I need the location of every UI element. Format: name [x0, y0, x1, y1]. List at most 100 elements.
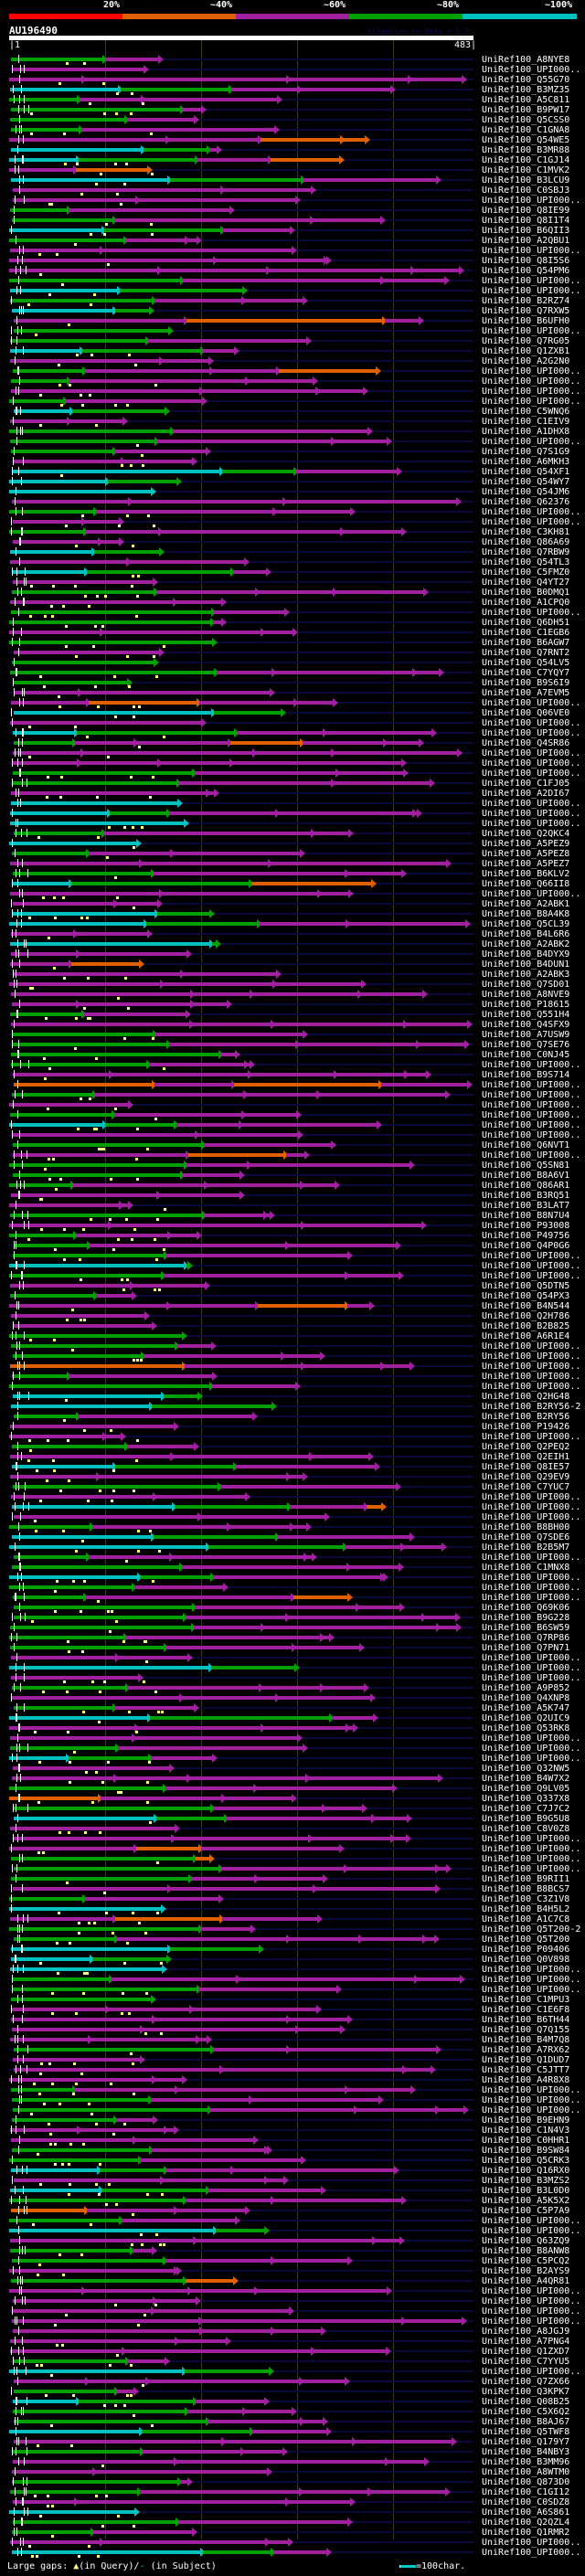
hit-label[interactable]: UniRef100_UPI000..: [482, 1663, 581, 1673]
hit-row[interactable]: UniRef100_C7YUC7: [0, 1482, 585, 1492]
hit-row[interactable]: UniRef100_C1FJ05: [0, 779, 585, 789]
hit-label[interactable]: UniRef100_UPI000..: [482, 1372, 581, 1382]
hit-row[interactable]: UniRef100_UPI000..: [0, 1492, 585, 1502]
hit-label[interactable]: UniRef100_P19426: [482, 1422, 570, 1432]
hit-row[interactable]: UniRef100_Q5CRK3: [0, 2156, 585, 2166]
hit-label[interactable]: UniRef100_A5PEZ8: [482, 849, 570, 859]
hit-label[interactable]: UniRef100_B6UFH0: [482, 316, 570, 326]
hit-label[interactable]: UniRef100_A8JGJ9: [482, 2327, 570, 2337]
hit-row[interactable]: UniRef100_B2B5M7: [0, 1542, 585, 1553]
hit-label[interactable]: UniRef100_UPI000..: [482, 1060, 581, 1070]
hit-label[interactable]: UniRef100_UPI000..: [482, 1844, 581, 1854]
hit-label[interactable]: UniRef100_UPI000..: [482, 1512, 581, 1522]
hit-row[interactable]: UniRef100_Q54LV5: [0, 658, 585, 668]
hit-label[interactable]: UniRef100_Q9LV05: [482, 1784, 570, 1794]
hit-row[interactable]: UniRef100_Q6NVT1: [0, 1140, 585, 1150]
hit-label[interactable]: UniRef100_UPI000..: [482, 1261, 581, 1271]
hit-label[interactable]: UniRef100_P18615: [482, 1000, 570, 1010]
hit-label[interactable]: UniRef100_Q62376: [482, 497, 570, 507]
hit-label[interactable]: UniRef100_Q2EIH1: [482, 1452, 570, 1462]
hit-row[interactable]: UniRef100_Q2HG48: [0, 1392, 585, 1402]
hit-row[interactable]: UniRef100_A8JGJ9: [0, 2327, 585, 2337]
hit-row[interactable]: UniRef100_Q5DTN5: [0, 1281, 585, 1291]
hit-row[interactable]: UniRef100_C5JTT7: [0, 2065, 585, 2075]
hit-row[interactable]: UniRef100_C5PCQ2: [0, 2256, 585, 2266]
hit-label[interactable]: UniRef100_B3L0D0: [482, 2186, 570, 2196]
hit-row[interactable]: UniRef100_Q54PX3: [0, 1291, 585, 1301]
hit-label[interactable]: UniRef100_UPI000..: [482, 1864, 581, 1874]
hit-row[interactable]: UniRef100_Q1ZXD7: [0, 2347, 585, 2357]
hit-label[interactable]: UniRef100_B3MR88: [482, 145, 570, 155]
hit-row[interactable]: UniRef100_B0DMQ1: [0, 588, 585, 598]
hit-label[interactable]: UniRef100_UPI000..: [482, 1362, 581, 1372]
hit-label[interactable]: UniRef100_Q54LV5: [482, 658, 570, 668]
hit-row[interactable]: UniRef100_B9G228: [0, 1613, 585, 1623]
hit-row[interactable]: UniRef100_Q7RG05: [0, 336, 585, 346]
hit-row[interactable]: UniRef100_A7USW9: [0, 1030, 585, 1040]
hit-label[interactable]: UniRef100_A2QBU1: [482, 236, 570, 246]
hit-row[interactable]: UniRef100_Q7PN71: [0, 1643, 585, 1653]
hit-label[interactable]: UniRef100_UPI000..: [482, 1965, 581, 1975]
hit-label[interactable]: UniRef100_B8AJ67: [482, 2417, 570, 2427]
hit-label[interactable]: UniRef100_C3Z1V8: [482, 1894, 570, 1904]
hit-row[interactable]: UniRef100_UPI000..: [0, 1733, 585, 1744]
hit-label[interactable]: UniRef100_B9PW17: [482, 105, 570, 115]
hit-row[interactable]: UniRef100_UPI000..: [0, 1864, 585, 1874]
hit-label[interactable]: UniRef100_UPI000..: [482, 507, 581, 517]
hit-label[interactable]: UniRef100_UPI000..: [482, 2538, 581, 2548]
hit-label[interactable]: UniRef100_B9EHN9: [482, 2115, 570, 2125]
hit-label[interactable]: UniRef100_C8V0Z8: [482, 1824, 570, 1834]
hit-label[interactable]: UniRef100_UPI000..: [482, 2367, 581, 2377]
hit-label[interactable]: UniRef100_Q7SDE6: [482, 1532, 570, 1542]
hit-row[interactable]: UniRef100_UPI000..: [0, 65, 585, 75]
hit-label[interactable]: UniRef100_UPI000..: [482, 889, 581, 899]
hit-label[interactable]: UniRef100_C5WNQ6: [482, 407, 570, 417]
hit-row[interactable]: UniRef100_Q5CSS0: [0, 115, 585, 125]
hit-label[interactable]: UniRef100_UPI000..: [482, 748, 581, 758]
hit-label[interactable]: UniRef100_UPI000..: [482, 1100, 581, 1110]
hit-label[interactable]: UniRef100_Q5T200: [482, 1935, 570, 1945]
hit-row[interactable]: UniRef100_UPI000..: [0, 1754, 585, 1764]
hit-row[interactable]: UniRef100_B4W7X2: [0, 1774, 585, 1784]
hit-label[interactable]: UniRef100_A2G2N0: [482, 356, 570, 366]
hit-row[interactable]: UniRef100_UPI000..: [0, 1593, 585, 1603]
hit-label[interactable]: UniRef100_Q55G70: [482, 75, 570, 85]
hit-label[interactable]: UniRef100_A1CPQ0: [482, 598, 570, 608]
hit-row[interactable]: UniRef100_C1GNA8: [0, 125, 585, 135]
hit-label[interactable]: UniRef100_Q5TWF8: [482, 2427, 570, 2437]
hit-label[interactable]: UniRef100_UPI000..: [482, 608, 581, 618]
hit-label[interactable]: UniRef100_B4H5L2: [482, 1904, 570, 1914]
hit-row[interactable]: UniRef100_UPI000..: [0, 1261, 585, 1271]
hit-row[interactable]: UniRef100_A6MKH3: [0, 457, 585, 467]
hit-row[interactable]: UniRef100_C7YQY7: [0, 668, 585, 678]
hit-row[interactable]: UniRef100_Q53RK8: [0, 1723, 585, 1733]
hit-row[interactable]: UniRef100_A7PNG4: [0, 2337, 585, 2347]
hit-row[interactable]: UniRef100_B8BH00: [0, 1522, 585, 1532]
hit-label[interactable]: UniRef100_UPI000..: [482, 1593, 581, 1603]
hit-row[interactable]: UniRef100_C1GJ14: [0, 155, 585, 165]
hit-row[interactable]: UniRef100_Q5CL39: [0, 919, 585, 929]
hit-row[interactable]: UniRef100_C3KH81: [0, 527, 585, 537]
hit-label[interactable]: UniRef100_B2RZ74: [482, 296, 570, 306]
hit-label[interactable]: UniRef100_A6S861: [482, 2507, 570, 2518]
hit-row[interactable]: UniRef100_B8BCS7: [0, 1884, 585, 1894]
hit-row[interactable]: UniRef100_UPI000..: [0, 276, 585, 286]
hit-row[interactable]: UniRef100_C8V0Z8: [0, 1824, 585, 1834]
hit-row[interactable]: UniRef100_C1MNX8: [0, 1563, 585, 1573]
hit-label[interactable]: UniRef100_B4W7X2: [482, 1774, 570, 1784]
hit-row[interactable]: UniRef100_B9S714: [0, 1070, 585, 1080]
hit-row[interactable]: UniRef100_UPI000..: [0, 1352, 585, 1362]
hit-row[interactable]: UniRef100_Q63ZQ9: [0, 2236, 585, 2246]
hit-row[interactable]: UniRef100_C3Z1V8: [0, 1894, 585, 1904]
hit-row[interactable]: UniRef100_A8NVE9: [0, 990, 585, 1000]
hit-row[interactable]: UniRef100_UPI000..: [0, 799, 585, 809]
hit-row[interactable]: UniRef100_B8A6V1: [0, 1171, 585, 1181]
hit-label[interactable]: UniRef100_Q2H786: [482, 1311, 570, 1321]
hit-row[interactable]: UniRef100_UPI000..: [0, 1271, 585, 1281]
hit-label[interactable]: UniRef100_Q5DTN5: [482, 1281, 570, 1291]
hit-label[interactable]: UniRef100_B3RQ51: [482, 1191, 570, 1201]
hit-row[interactable]: UniRef100_A4R8X8: [0, 2075, 585, 2085]
hit-label[interactable]: UniRef100_Q63ZQ9: [482, 2236, 570, 2246]
hit-row[interactable]: UniRef100_B4M7Q8: [0, 2035, 585, 2045]
hit-label[interactable]: UniRef100_C1GNA8: [482, 125, 570, 135]
